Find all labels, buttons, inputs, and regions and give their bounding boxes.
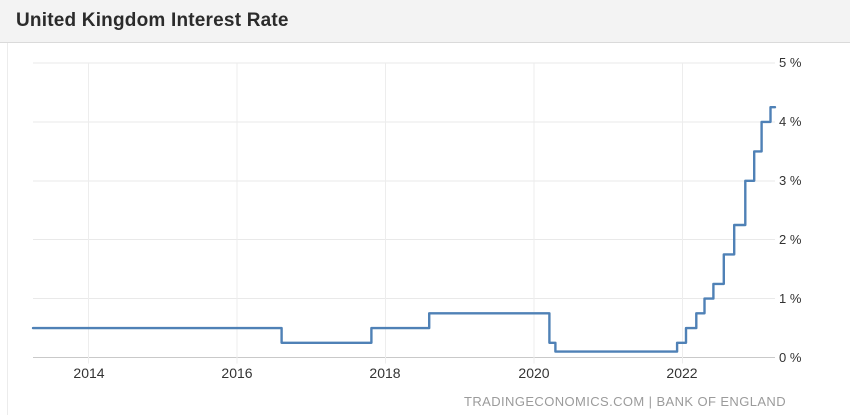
step-line-chart[interactable] <box>0 43 850 415</box>
grid-lines <box>33 62 775 364</box>
y-tick-label-0: 0 % <box>779 350 802 365</box>
x-tick-label-2014: 2014 <box>73 365 105 381</box>
x-tick-label-2016: 2016 <box>221 365 253 381</box>
chart-region: 5 % 4 % 3 % 2 % 1 % 0 % 2014 2016 2018 2… <box>0 43 850 415</box>
y-tick-label-4: 4 % <box>779 114 802 129</box>
y-tick-label-5: 5 % <box>779 55 802 70</box>
page-title: United Kingdom Interest Rate <box>16 10 289 31</box>
x-tick-label-2022: 2022 <box>666 365 698 381</box>
y-tick-label-1: 1 % <box>779 291 802 306</box>
x-tick-label-2018: 2018 <box>369 365 401 381</box>
y-tick-label-2: 2 % <box>779 232 802 247</box>
left-edge-divider <box>7 43 8 415</box>
source-attribution: TRADINGECONOMICS.COM | BANK OF ENGLAND <box>464 394 786 409</box>
chart-title-bar: United Kingdom Interest Rate <box>0 0 850 43</box>
interest-rate-series-line <box>31 106 777 353</box>
x-tick-label-2020: 2020 <box>518 365 550 381</box>
y-tick-label-3: 3 % <box>779 173 802 188</box>
